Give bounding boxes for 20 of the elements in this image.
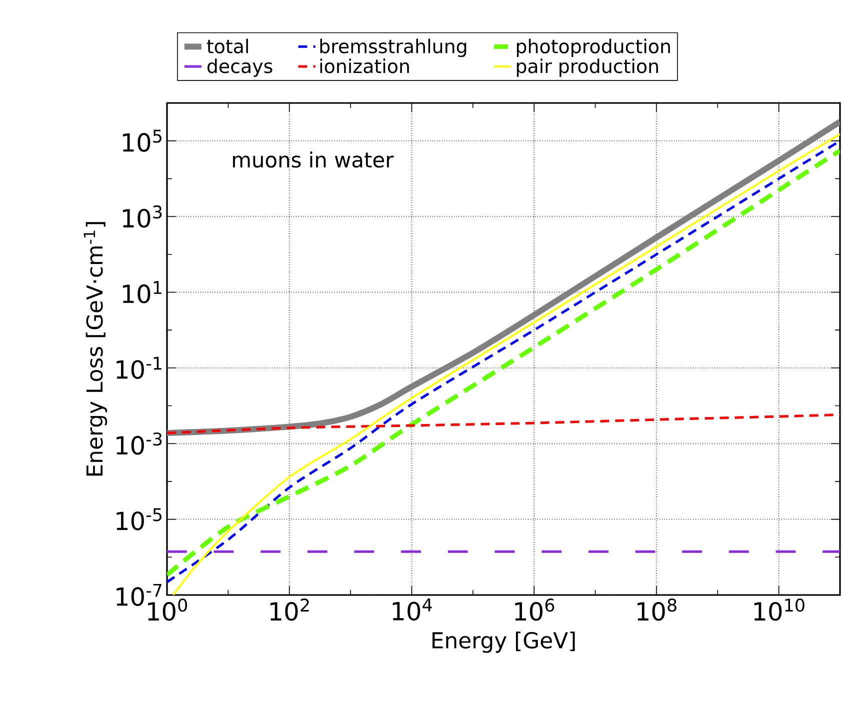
x-tick-label: 10$^{6}$	[515, 598, 554, 621]
legend-label: photoproduction	[516, 38, 670, 58]
y-tick-label: 10$^{-1}$	[116, 356, 162, 379]
annotation: muons in water	[233, 151, 394, 168]
x-axis-title: Energy [GeV]	[432, 632, 575, 653]
y-tick-label: 10$^{-3}$	[116, 432, 162, 455]
x-tick-label: 10$^{8}$	[638, 598, 676, 621]
y-tick-label: 10$^{5}$	[122, 130, 162, 152]
legend-label: pair production	[516, 58, 658, 77]
legend-label: bremsstrahlung	[320, 38, 466, 58]
x-tick-label: 10$^{2}$	[270, 598, 309, 621]
y-tick-label: 10$^{-5}$	[116, 508, 162, 530]
legend-label: decays	[207, 58, 272, 77]
y-axis-title: Energy Loss [GeV·cm$^{-1}$]	[84, 222, 108, 476]
legend-label: total	[206, 38, 248, 54]
x-tick-label: 10$^{4}$	[392, 598, 432, 621]
y-tick-label: 10$^{1}$	[122, 281, 162, 304]
y-tick-label: 10$^{3}$	[122, 205, 162, 228]
x-tick-label: 10$^{10}$	[754, 598, 804, 621]
legend-label: ionization	[320, 58, 409, 74]
